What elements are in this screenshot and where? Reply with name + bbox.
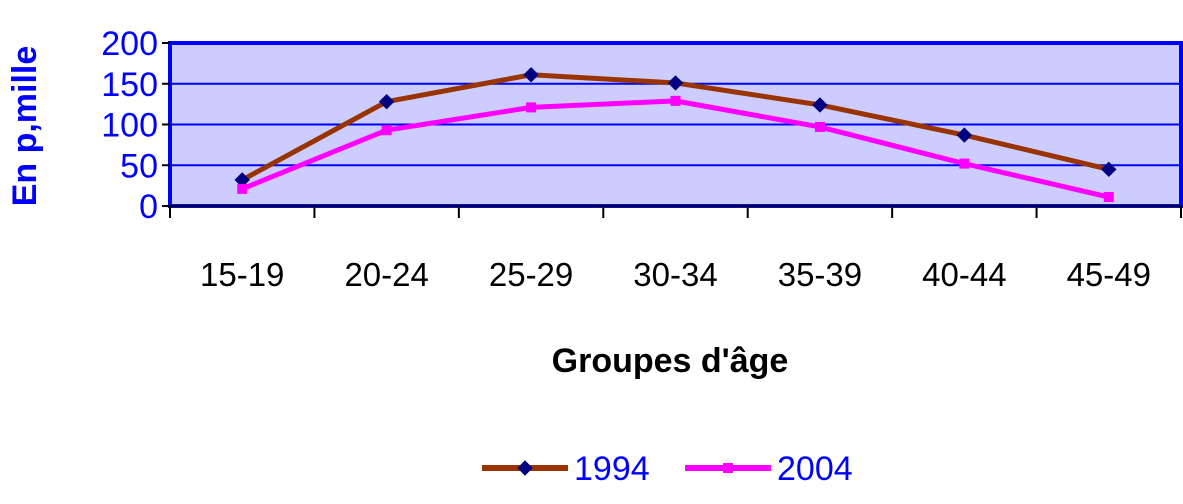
series-lines — [234, 67, 1117, 203]
y-axis-label: En p,mille — [6, 46, 44, 207]
data-point-1994 — [1101, 161, 1117, 178]
legend-label-1994: 1994 — [574, 450, 650, 488]
x-tick-label: 25-29 — [489, 256, 573, 293]
y-tick-label: 150 — [101, 66, 158, 104]
data-point-2004 — [526, 102, 537, 113]
data-point-1994 — [667, 75, 684, 91]
y-tick-label: 200 — [101, 25, 158, 63]
x-tick-label: 35-39 — [778, 256, 862, 293]
legend-marker-2004 — [723, 463, 733, 473]
data-point-2004 — [237, 183, 248, 194]
data-point-1994 — [523, 67, 539, 83]
legend-label-2004: 2004 — [777, 450, 853, 488]
data-point-1994 — [956, 127, 973, 143]
legend: 1994 2004 — [482, 450, 853, 488]
legend-marker-1994 — [517, 460, 533, 476]
x-axis-label: Groupes d'âge — [552, 342, 789, 380]
legend-item-2004: 2004 — [685, 450, 853, 488]
data-point-2004 — [1103, 192, 1114, 203]
data-point-1994 — [378, 93, 395, 110]
x-tick-label: 30-34 — [633, 256, 717, 293]
y-tick-label: 0 — [139, 188, 158, 226]
data-point-2004 — [959, 158, 970, 169]
x-tick-label: 45-49 — [1067, 256, 1151, 293]
series-2004 — [237, 95, 1114, 203]
x-tick-label: 20-24 — [344, 256, 428, 293]
series-1994 — [234, 67, 1117, 188]
x-tick-label: 15-19 — [200, 256, 284, 293]
data-point-2004 — [670, 95, 681, 106]
x-tick-labels: 15-19 20-24 25-29 30-34 35-39 40-44 45-49 — [200, 256, 1151, 293]
y-tick-label: 100 — [101, 107, 158, 145]
data-point-1994 — [812, 97, 828, 113]
x-tick-label: 40-44 — [922, 256, 1006, 293]
data-point-2004 — [381, 125, 392, 136]
data-point-2004 — [814, 121, 825, 132]
legend-item-1994: 1994 — [482, 450, 650, 488]
y-tick-label: 50 — [120, 147, 158, 185]
